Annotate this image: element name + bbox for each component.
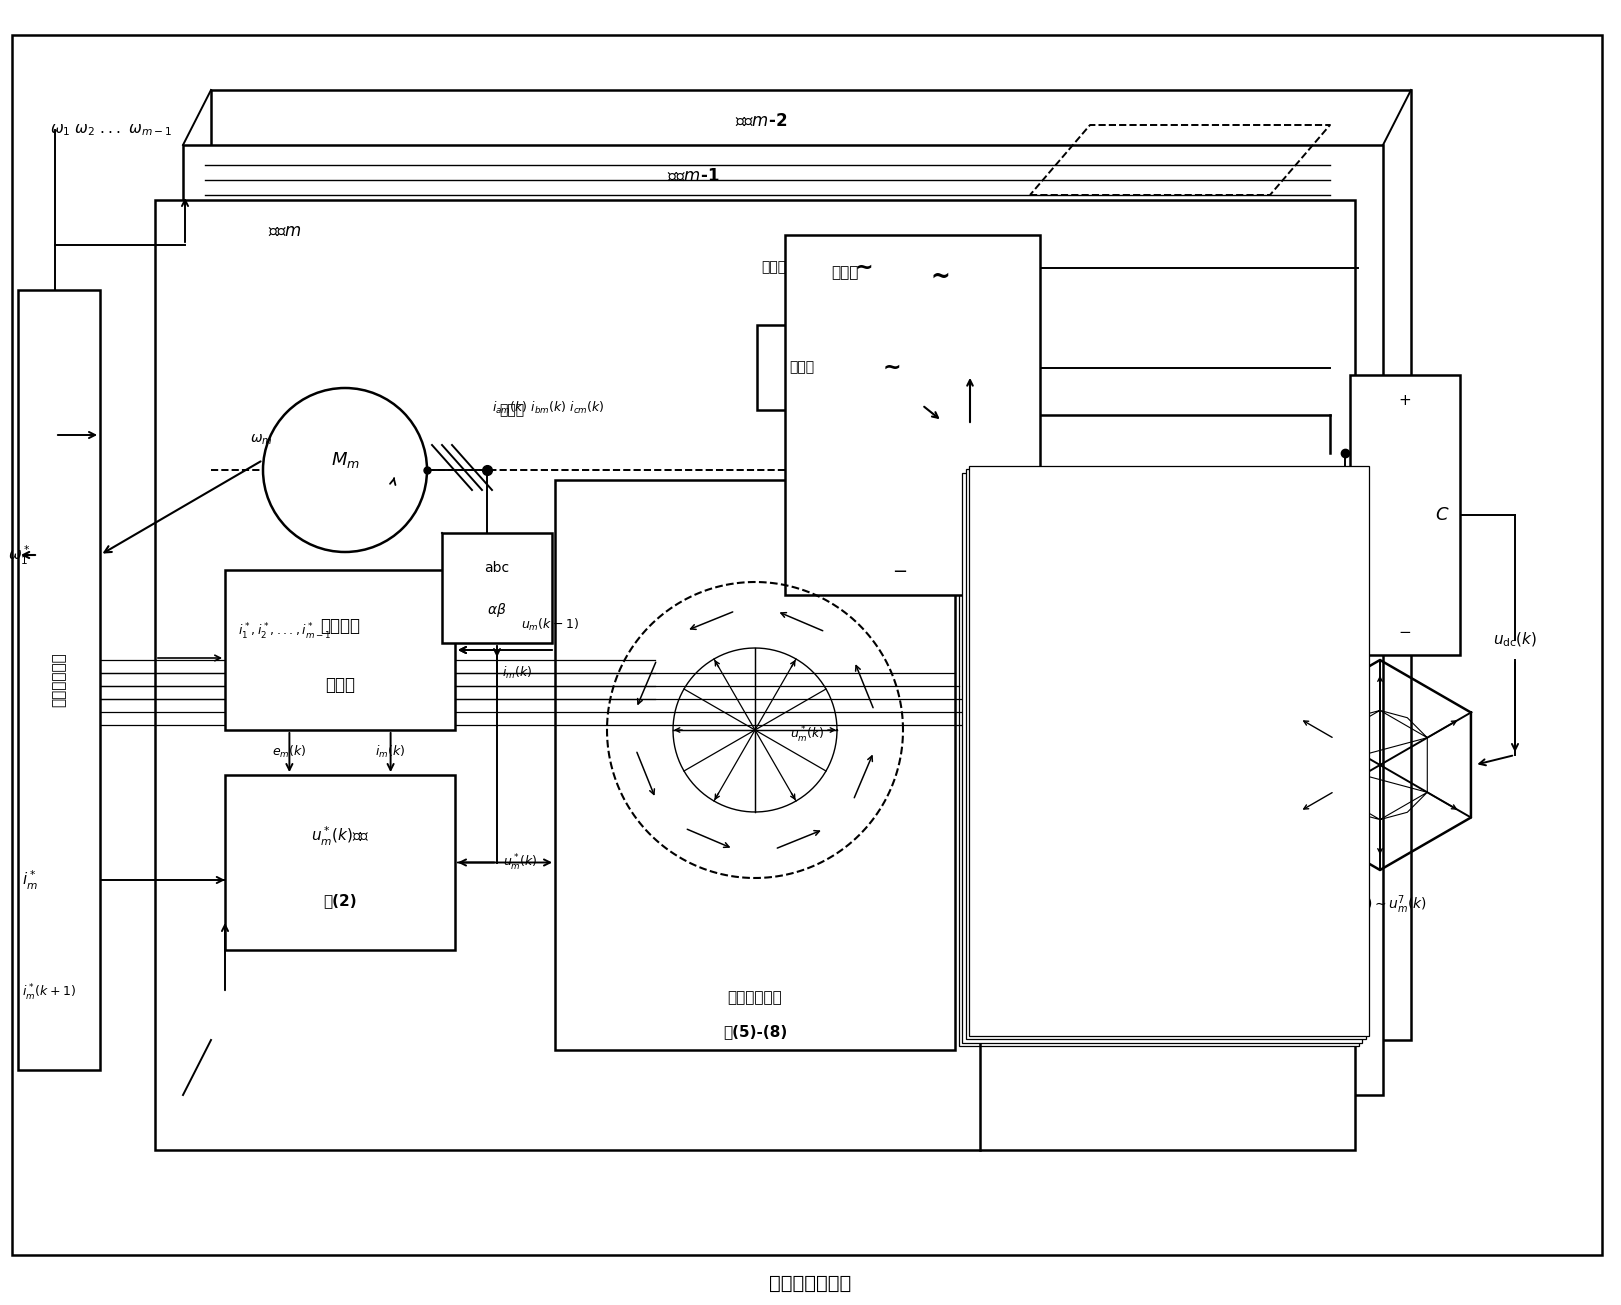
Text: 逆变器: 逆变器 bbox=[832, 265, 859, 281]
Text: ~: ~ bbox=[883, 358, 901, 377]
Text: $i_m^*$: $i_m^*$ bbox=[23, 868, 37, 891]
Text: abc: abc bbox=[485, 561, 509, 576]
Text: 反电动势: 反电动势 bbox=[319, 617, 360, 636]
Text: $n_m^0$: $n_m^0$ bbox=[971, 632, 990, 654]
Text: $i_{am}(k)$ $i_{bm}(k)$ $i_{cm}(k)$: $i_{am}(k)$ $i_{bm}(k)$ $i_{cm}(k)$ bbox=[493, 399, 605, 416]
Text: 多电机控制策略: 多电机控制策略 bbox=[768, 1274, 851, 1292]
Text: $\alpha\beta$: $\alpha\beta$ bbox=[488, 602, 507, 619]
Text: $\omega_m$: $\omega_m$ bbox=[250, 433, 272, 448]
Bar bbox=[729, 224, 895, 311]
Text: 逆变器: 逆变器 bbox=[789, 360, 815, 375]
Text: $\omega_1\ \omega_2\ ...\ \omega_{m-1}$: $\omega_1\ \omega_2\ ...\ \omega_{m-1}$ bbox=[50, 123, 172, 138]
Bar bbox=[225, 775, 456, 950]
Text: 逆变器: 逆变器 bbox=[762, 261, 786, 274]
Bar bbox=[757, 325, 922, 410]
Bar bbox=[1350, 375, 1461, 655]
Text: $u_m^0(k)\sim u_m^7(k)$: $u_m^0(k)\sim u_m^7(k)$ bbox=[1334, 894, 1426, 916]
Text: 观测器: 观测器 bbox=[324, 676, 355, 694]
Bar bbox=[156, 200, 1355, 1150]
Text: 式(5)-(8): 式(5)-(8) bbox=[723, 1024, 788, 1040]
Bar bbox=[443, 532, 553, 643]
Text: 传感器: 传感器 bbox=[1315, 548, 1341, 562]
Bar bbox=[211, 90, 1410, 1040]
Bar bbox=[958, 476, 1358, 1047]
Text: $e_m(k)$: $e_m(k)$ bbox=[272, 744, 306, 760]
Text: $u_m(k-1)$: $u_m(k-1)$ bbox=[520, 617, 579, 633]
Text: $i_m(k)$: $i_m(k)$ bbox=[376, 744, 405, 760]
Bar bbox=[554, 480, 955, 1051]
Text: 传感器: 传感器 bbox=[499, 403, 525, 418]
Text: $u_{\rm dc}(k)$: $u_{\rm dc}(k)$ bbox=[1493, 630, 1537, 649]
Text: $M_m$: $M_m$ bbox=[331, 450, 360, 470]
Bar bbox=[963, 472, 1362, 1043]
Text: $u_m^*(k)$预测: $u_m^*(k)$预测 bbox=[311, 825, 370, 848]
Bar bbox=[969, 466, 1370, 1036]
Text: $+$: $+$ bbox=[1399, 393, 1412, 407]
Text: 最优矢量筛选: 最优矢量筛选 bbox=[728, 990, 783, 1005]
Text: 电机$m$-1: 电机$m$-1 bbox=[666, 167, 720, 185]
Text: $i_m(k)$: $i_m(k)$ bbox=[503, 666, 532, 681]
Text: ~: ~ bbox=[854, 257, 874, 278]
Text: $C$: $C$ bbox=[1435, 506, 1449, 525]
Text: $i_m^*(k+1)$: $i_m^*(k+1)$ bbox=[23, 983, 76, 1004]
Text: $\omega_1^*$: $\omega_1^*$ bbox=[8, 543, 31, 566]
Bar bbox=[966, 470, 1367, 1039]
Bar bbox=[183, 145, 1383, 1095]
Text: 电机$m$-2: 电机$m$-2 bbox=[734, 112, 788, 130]
Text: $-$: $-$ bbox=[1399, 622, 1412, 638]
Text: $u_m^*(k)$: $u_m^*(k)$ bbox=[789, 726, 825, 745]
Bar bbox=[225, 570, 456, 729]
Text: $i_1^*,i_2^*,...,i_{m-1}^*$: $i_1^*,i_2^*,...,i_{m-1}^*$ bbox=[238, 622, 332, 642]
Circle shape bbox=[263, 388, 426, 552]
Text: $-$: $-$ bbox=[893, 561, 908, 579]
Bar bbox=[18, 290, 101, 1070]
Text: $u_m^*(k)$: $u_m^*(k)$ bbox=[503, 852, 538, 873]
Bar bbox=[785, 235, 1041, 595]
Text: 主从控制算法: 主从控制算法 bbox=[52, 652, 66, 707]
Text: ~: ~ bbox=[930, 265, 950, 288]
Text: 电机$m$: 电机$m$ bbox=[267, 222, 302, 240]
Text: 式(2): 式(2) bbox=[323, 894, 357, 908]
